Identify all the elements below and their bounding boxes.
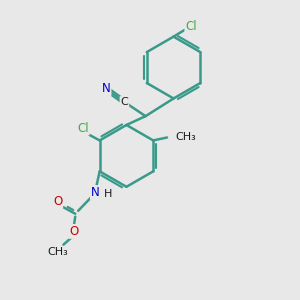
Text: N: N [102, 82, 110, 95]
Text: Cl: Cl [77, 122, 89, 135]
Text: Cl: Cl [185, 20, 197, 33]
Text: O: O [69, 225, 78, 238]
Text: O: O [53, 195, 62, 208]
Text: H: H [103, 189, 112, 199]
Text: CH₃: CH₃ [47, 247, 68, 257]
Text: N: N [91, 186, 100, 199]
Text: C: C [121, 97, 128, 107]
Text: CH₃: CH₃ [175, 133, 196, 142]
